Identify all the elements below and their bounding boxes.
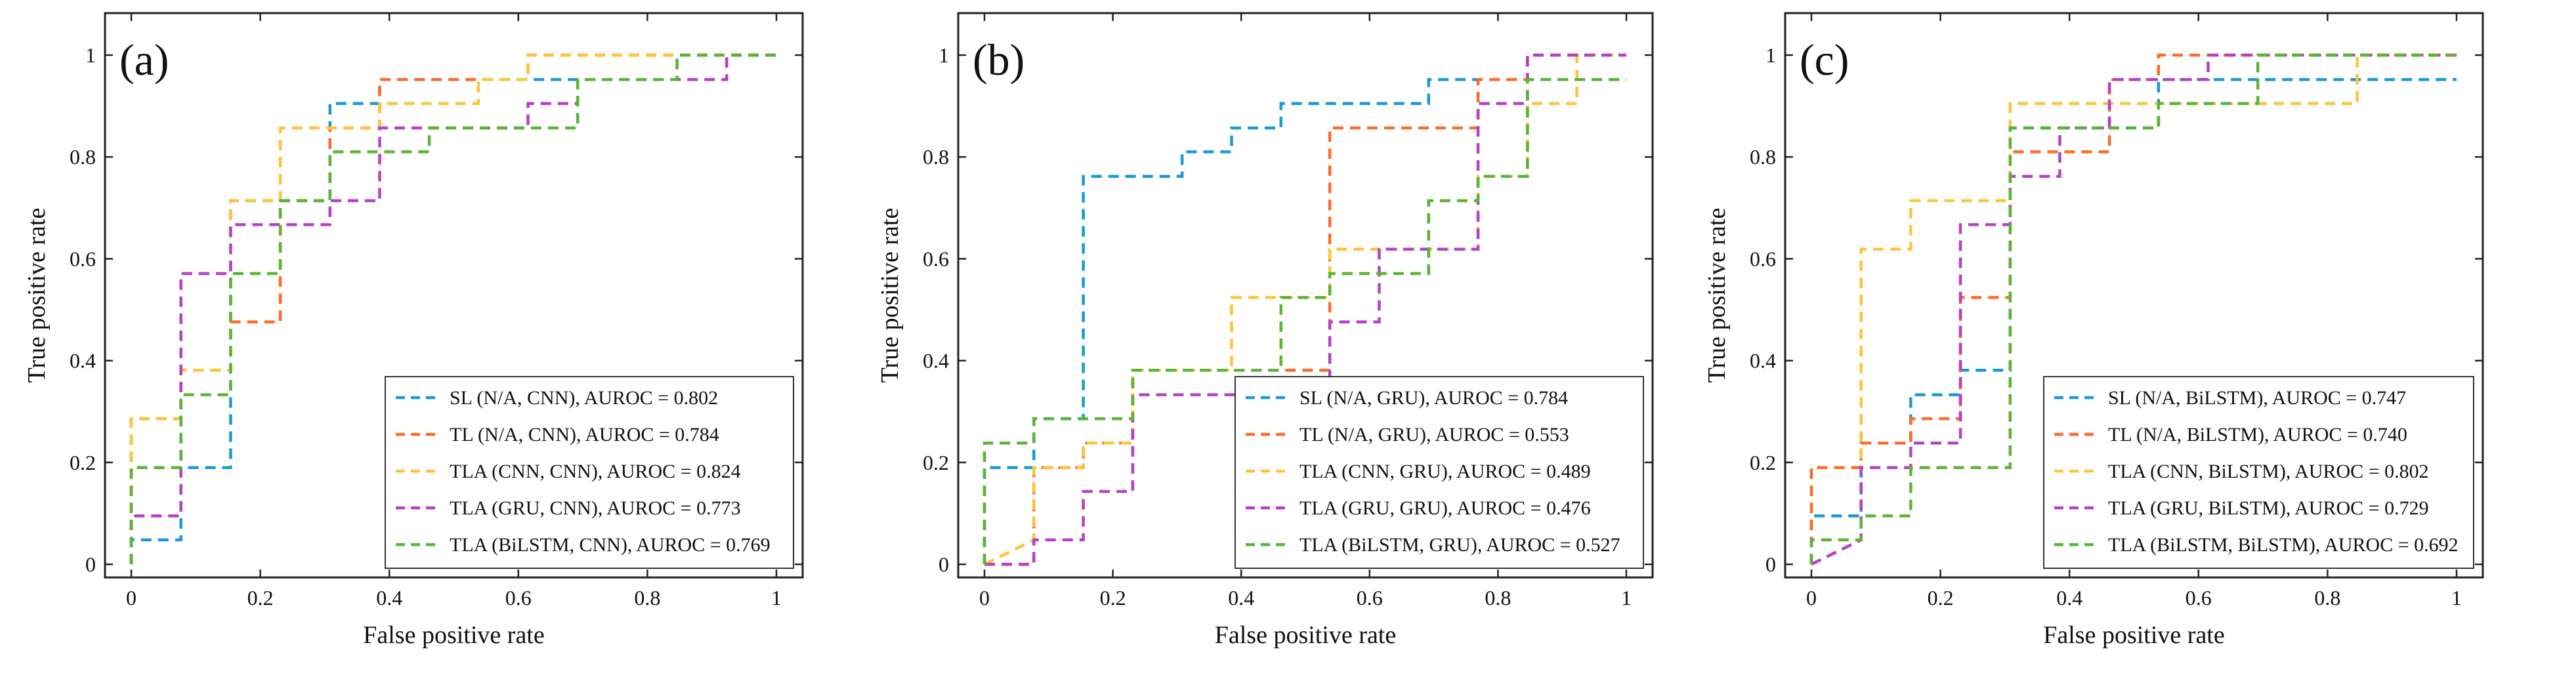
x-tick-label: 0.8 bbox=[1485, 586, 1511, 610]
legend: SL (N/A, GRU), AUROC = 0.784 TL (N/A, GRU… bbox=[1235, 376, 1644, 569]
x-tick-label: 0.6 bbox=[505, 586, 532, 610]
legend-entry: SL (N/A, CNN), AUROC = 0.802 bbox=[450, 387, 718, 409]
axes-box bbox=[957, 12, 1654, 579]
y-tick-label: 1 bbox=[1765, 43, 1776, 67]
roc-line-tla-bilstm bbox=[129, 53, 776, 564]
y-axis-label: True positive rate bbox=[23, 208, 51, 383]
x-tick-label: 0.6 bbox=[2185, 586, 2212, 610]
legend-entry: SL (N/A, GRU), AUROC = 0.784 bbox=[1299, 387, 1568, 409]
roc-line-tla-cnn bbox=[984, 53, 1626, 566]
y-tick-label: 0.4 bbox=[70, 349, 96, 373]
x-tick-label: 1 bbox=[1621, 586, 1632, 610]
legend-box bbox=[385, 376, 794, 569]
legend-entry: TLA (CNN, GRU), AUROC = 0.489 bbox=[1299, 461, 1591, 482]
y-tick-label: 0 bbox=[85, 552, 96, 576]
legend-box bbox=[2043, 376, 2474, 569]
axes-box bbox=[1784, 12, 2484, 579]
y-tick-label: 0.2 bbox=[70, 451, 96, 474]
roc-line-tla-bilstm bbox=[1809, 53, 2457, 564]
legend-entry: TLA (GRU, BiLSTM), AUROC = 0.729 bbox=[2108, 497, 2429, 519]
y-tick-label: 0.4 bbox=[923, 349, 949, 373]
legend-entry: TLA (GRU, CNN), AUROC = 0.773 bbox=[450, 497, 741, 519]
y-tick-label: 0.8 bbox=[1750, 145, 1776, 169]
legend: SL (N/A, CNN), AUROC = 0.802 TL (N/A, CNN… bbox=[385, 376, 794, 569]
x-tick-label: 0.4 bbox=[376, 586, 402, 610]
x-tick-label: 0.8 bbox=[2314, 586, 2340, 610]
x-tick-label: 0 bbox=[979, 586, 990, 610]
x-tick-label: 0.2 bbox=[1928, 586, 1954, 610]
legend: SL (N/A, BiLSTM), AUROC = 0.747 TL (N/A, … bbox=[2043, 376, 2474, 569]
roc-line-tl bbox=[984, 53, 1626, 566]
roc-line-sl bbox=[982, 77, 1626, 564]
roc-line-tla-cnn bbox=[1811, 53, 2457, 566]
legend-entry: TLA (CNN, CNN), AUROC = 0.824 bbox=[450, 461, 741, 482]
legend-box bbox=[1235, 376, 1644, 569]
legend-entry: TLA (GRU, GRU), AUROC = 0.476 bbox=[1299, 497, 1591, 519]
legend-entry: TLA (CNN, BiLSTM), AUROC = 0.802 bbox=[2108, 461, 2429, 482]
axes-box bbox=[104, 12, 804, 579]
x-tick-label: 0 bbox=[1806, 586, 1817, 610]
x-tick-label: 0 bbox=[126, 586, 137, 610]
x-tick-label: 0.8 bbox=[634, 586, 660, 610]
x-tick-label: 1 bbox=[771, 586, 782, 610]
x-axis-label: False positive rate bbox=[363, 621, 544, 649]
y-tick-label: 1 bbox=[85, 43, 96, 67]
panel-label: (c) bbox=[1800, 35, 1849, 85]
legend-entry: SL (N/A, BiLSTM), AUROC = 0.747 bbox=[2108, 387, 2406, 409]
y-tick-label: 0.2 bbox=[1750, 451, 1776, 474]
y-tick-label: 0.6 bbox=[70, 247, 96, 270]
legend-entry: TLA (BiLSTM, BiLSTM), AUROC = 0.692 bbox=[2108, 534, 2459, 556]
panel-label: (a) bbox=[119, 35, 169, 85]
y-tick-label: 0.8 bbox=[923, 145, 949, 169]
roc-line-tla-gru bbox=[984, 53, 1626, 566]
y-tick-label: 1 bbox=[939, 43, 949, 67]
x-tick-label: 0.2 bbox=[247, 586, 274, 610]
y-axis-label: True positive rate bbox=[1703, 208, 1731, 383]
x-tick-label: 0.4 bbox=[1228, 586, 1254, 610]
legend-entry: TLA (BiLSTM, CNN), AUROC = 0.769 bbox=[450, 534, 771, 556]
legend-entry: TL (N/A, GRU), AUROC = 0.553 bbox=[1299, 424, 1569, 446]
legend-entry: TL (N/A, CNN), AUROC = 0.784 bbox=[450, 424, 719, 446]
y-tick-label: 0 bbox=[939, 552, 949, 576]
panel-c: 0 0.2 0.4 0.6 0.8 1 0 0.2 0.4 0.6 0.8 1 False positi… bbox=[1703, 12, 2484, 649]
y-tick-label: 0.8 bbox=[70, 145, 96, 169]
y-tick-label: 0.6 bbox=[923, 247, 949, 270]
x-tick-label: 0.2 bbox=[1100, 586, 1126, 610]
x-tick-label: 1 bbox=[2451, 586, 2462, 610]
panel-b: 0 0.2 0.4 0.6 0.8 1 0 0.2 0.4 0.6 0.8 1 False positi… bbox=[876, 12, 1654, 649]
x-axis-label: False positive rate bbox=[1215, 621, 1396, 649]
x-tick-label: 0.6 bbox=[1357, 586, 1383, 610]
x-tick-label: 0.4 bbox=[2056, 586, 2082, 610]
panel-a: 0 0.2 0.4 0.6 0.8 1 0 0.2 0.4 0.6 0.8 1 False positi… bbox=[23, 12, 804, 649]
y-tick-label: 0 bbox=[1765, 552, 1776, 576]
x-axis-label: False positive rate bbox=[2043, 621, 2224, 649]
y-tick-label: 0.4 bbox=[1750, 349, 1776, 373]
y-tick-label: 0.6 bbox=[1750, 247, 1776, 270]
panel-label: (b) bbox=[973, 35, 1024, 85]
y-axis-label: True positive rate bbox=[876, 208, 904, 383]
y-tick-label: 0.2 bbox=[923, 451, 949, 474]
legend-entry: TL (N/A, BiLSTM), AUROC = 0.740 bbox=[2108, 424, 2407, 446]
legend-entry: TLA (BiLSTM, GRU), AUROC = 0.527 bbox=[1299, 534, 1620, 556]
